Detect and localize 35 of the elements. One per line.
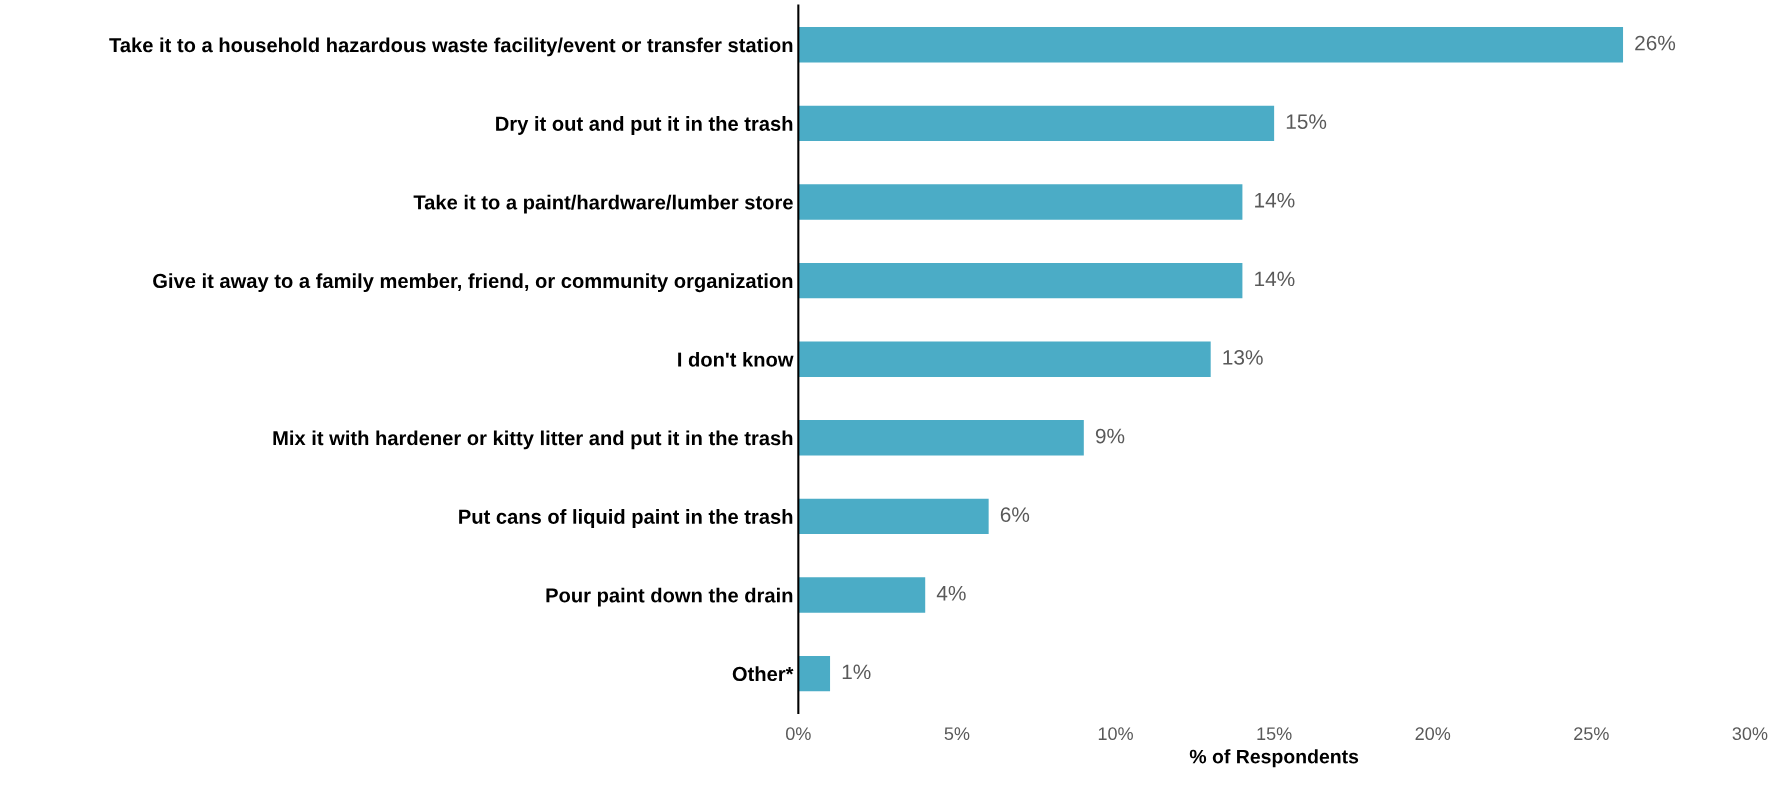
x-tick-label: 0% (785, 727, 811, 741)
bar (798, 341, 1211, 377)
y-tick-label: Put cans of liquid paint in the trash (459, 509, 793, 528)
data-label: 14% (1255, 271, 1295, 287)
data-label: 14% (1255, 192, 1295, 208)
x-tick-label: 10% (1098, 727, 1133, 741)
y-tick-label: Other* (732, 666, 794, 682)
data-label: 1% (842, 664, 871, 680)
bar (798, 262, 1243, 299)
y-tick-label: I don't know (678, 351, 794, 367)
x-tick-label: 20% (1415, 727, 1451, 741)
data-label: 26% (1635, 35, 1676, 51)
bar (798, 27, 1624, 63)
bar (798, 655, 831, 692)
y-tick-label: Dry it out and put it in the trash (496, 116, 793, 135)
x-tick-label: 5% (944, 727, 970, 741)
x-tick-label: 30% (1732, 727, 1768, 741)
x-tick-label: 25% (1574, 727, 1609, 741)
x-axis-title: % of Respondents (1189, 749, 1359, 768)
data-label: 13% (1223, 350, 1263, 365)
data-label: 4% (936, 585, 966, 601)
bar (798, 498, 989, 535)
bar (798, 105, 1275, 142)
y-tick-label: Give it away to a family member, friend, or community organization (153, 273, 793, 293)
data-label: 6% (1000, 507, 1030, 522)
data-label: 15% (1286, 114, 1327, 129)
bar (798, 577, 926, 613)
bar (798, 420, 1084, 456)
y-tick-label: Take it to a paint/hardware/lumber store (413, 194, 793, 214)
bar (798, 184, 1243, 220)
y-tick-label: Take it to a household hazardous waste facility/event or transfer station (109, 37, 793, 57)
y-tick-label: Pour paint down the drain (546, 587, 793, 607)
y-tick-label: Mix it with hardener or kitty litter and put it in the trash (273, 430, 793, 450)
data-label: 9% (1095, 428, 1125, 444)
x-tick-label: 15% (1257, 727, 1292, 741)
